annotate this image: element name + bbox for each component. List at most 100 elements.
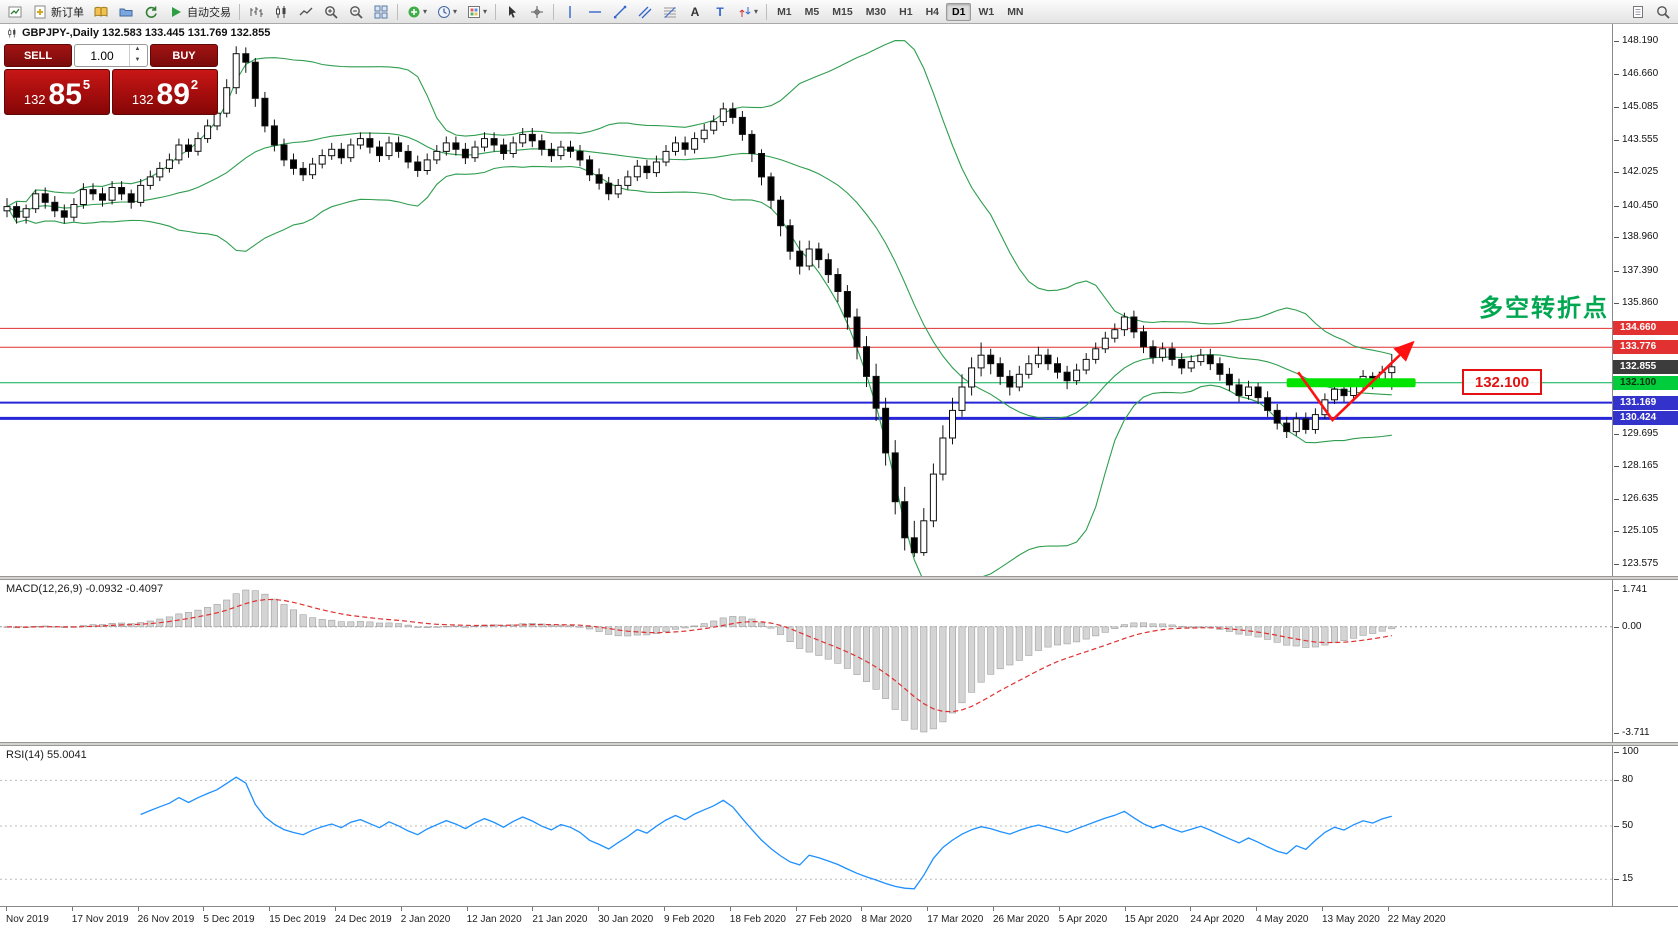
price-axis-chip: 134.660 xyxy=(1613,321,1678,336)
document-icon xyxy=(1630,4,1646,20)
toolbar-cursor[interactable] xyxy=(500,2,524,22)
date-label: Nov 2019 xyxy=(6,914,49,925)
timeframe-m1[interactable]: M1 xyxy=(777,5,792,18)
date-label: 8 Mar 2020 xyxy=(861,914,912,925)
toolbar-zoom-out[interactable] xyxy=(344,2,368,22)
rsi-pane[interactable]: RSI(14) 55.0041 xyxy=(0,746,1612,906)
timeframe-h4[interactable]: H4 xyxy=(925,5,939,18)
search-icon xyxy=(1655,4,1671,20)
volume-input[interactable] xyxy=(75,45,129,66)
toolbar-candle-chart-mode[interactable] xyxy=(269,2,293,22)
buy-price-display[interactable]: 132 89 2 xyxy=(112,69,218,115)
toolbar-new-order[interactable]: 新订单 xyxy=(28,2,88,22)
date-label: 5 Apr 2020 xyxy=(1058,914,1108,925)
price-axis-tick: 137.390 xyxy=(1614,265,1658,276)
toolbar-tile-windows[interactable] xyxy=(369,2,393,22)
date-label: 26 Nov 2019 xyxy=(137,914,195,925)
toolbar-refresh[interactable] xyxy=(139,2,163,22)
date-tick xyxy=(400,907,402,911)
toolbar-vertical-line[interactable] xyxy=(558,2,582,22)
price-axis-tick: 142.025 xyxy=(1614,166,1658,177)
price-axis-chip: 132.855 xyxy=(1613,359,1678,374)
timeframe-w1[interactable]: W1 xyxy=(978,5,995,18)
date-label: 15 Dec 2019 xyxy=(269,914,326,925)
trend-line-icon xyxy=(612,4,628,20)
price-axis-tick: 126.635 xyxy=(1614,493,1658,504)
toolbar-arrow-objects[interactable]: ▾ xyxy=(733,2,762,22)
toolbar-horizontal-line[interactable] xyxy=(583,2,607,22)
price-callout-label: 132.100 xyxy=(1462,369,1542,395)
price-axis[interactable]: 148.190 146.660 145.085 143.555 142.025 140.4… xyxy=(1612,24,1678,576)
toolbar-periods[interactable]: ▾ xyxy=(432,2,461,22)
timeframe-m15[interactable]: M15 xyxy=(832,5,853,18)
rsi-axis-tick: 100 xyxy=(1614,746,1639,757)
price-axis-tick: 143.555 xyxy=(1614,134,1658,145)
rsi-axis[interactable]: 100 80 50 15 xyxy=(1612,746,1678,906)
timeframe-mn[interactable]: MN xyxy=(1007,5,1024,18)
rsi-axis-tick: 80 xyxy=(1614,774,1633,785)
rsi-label: RSI(14) 55.0041 xyxy=(6,749,87,761)
price-axis-chip: 132.100 xyxy=(1613,375,1678,390)
macd-axis[interactable]: 1.741 0.00 -3.711 xyxy=(1612,580,1678,742)
price-chart-pane[interactable]: GBPJPY-,Daily 132.583 133.445 131.769 13… xyxy=(0,24,1612,576)
toolbar-fibonacci[interactable] xyxy=(658,2,682,22)
sell-button[interactable]: SELL xyxy=(4,44,72,67)
data-folder-icon xyxy=(118,4,134,20)
macd-plot[interactable] xyxy=(0,580,1612,742)
horizontal-line-icon xyxy=(587,4,603,20)
charts-book-icon xyxy=(93,4,109,20)
timeframe-m5[interactable]: M5 xyxy=(804,5,820,18)
tile-windows-icon xyxy=(373,4,389,20)
date-tick xyxy=(861,907,863,911)
date-label: 27 Feb 2020 xyxy=(795,914,852,925)
volume-down-icon[interactable]: ▼ xyxy=(134,56,141,63)
toolbar-separator xyxy=(397,3,398,20)
toolbar-crosshair[interactable] xyxy=(525,2,549,22)
timeframe-m30[interactable]: M30 xyxy=(865,5,887,18)
pane-splitter[interactable] xyxy=(0,742,1678,746)
volume-up-icon[interactable]: ▲ xyxy=(134,46,141,52)
price-axis-tick: 129.695 xyxy=(1614,428,1658,439)
timeframe-h1[interactable]: H1 xyxy=(899,5,913,18)
auto-trading-label: 自动交易 xyxy=(187,6,231,19)
new-order-label: 新订单 xyxy=(51,6,84,19)
toolbar-auto-trading[interactable]: 自动交易 xyxy=(164,2,235,22)
text-label-icon xyxy=(712,4,728,20)
toolbar-separator xyxy=(495,3,497,20)
buy-button[interactable]: BUY xyxy=(150,44,218,67)
date-label: 24 Dec 2019 xyxy=(335,914,392,925)
toolbar-bar-chart-mode[interactable] xyxy=(244,2,268,22)
candle-chart-mode-icon xyxy=(273,4,289,20)
sell-price-display[interactable]: 132 85 5 xyxy=(4,69,110,115)
dropdown-caret-icon: ▾ xyxy=(453,7,458,16)
pane-splitter[interactable] xyxy=(0,576,1678,580)
candlestick-chart[interactable] xyxy=(0,24,1612,576)
price-axis-tick: 135.860 xyxy=(1614,297,1658,308)
toolbar-indicators[interactable]: ▾ xyxy=(402,2,431,22)
buy-price-sup: 2 xyxy=(190,77,199,92)
price-axis-tick: 128.165 xyxy=(1614,460,1658,471)
zoom-in-icon xyxy=(323,4,339,20)
timeframe-d1[interactable]: D1 xyxy=(946,2,972,21)
date-axis[interactable]: Nov 2019 17 Nov 2019 26 Nov 2019 5 Dec 2019… xyxy=(0,906,1678,944)
date-label: 4 May 2020 xyxy=(1256,914,1309,925)
arrow-objects-icon xyxy=(737,4,753,20)
toolbar-trend-line[interactable] xyxy=(608,2,632,22)
toolbar-charts-book[interactable] xyxy=(89,2,113,22)
toolbar-text[interactable] xyxy=(683,2,707,22)
toolbar-equidistant-channel[interactable] xyxy=(633,2,657,22)
toolbar-document[interactable] xyxy=(1626,2,1650,22)
toolbar-line-chart-mode[interactable] xyxy=(294,2,318,22)
toolbar-templates[interactable]: ▾ xyxy=(462,2,491,22)
macd-pane[interactable]: MACD(12,26,9) -0.0932 -0.4097 xyxy=(0,580,1612,742)
toolbar-new-chart[interactable] xyxy=(3,2,27,22)
rsi-plot[interactable] xyxy=(0,746,1612,906)
auto-trading-icon xyxy=(168,4,184,20)
date-tick xyxy=(598,907,600,911)
toolbar-separator xyxy=(239,3,240,20)
toolbar-search[interactable] xyxy=(1651,2,1675,22)
toolbar-text-label[interactable] xyxy=(708,2,732,22)
toolbar-zoom-in[interactable] xyxy=(319,2,343,22)
toolbar-data-folder[interactable] xyxy=(114,2,138,22)
date-tick xyxy=(6,907,7,911)
